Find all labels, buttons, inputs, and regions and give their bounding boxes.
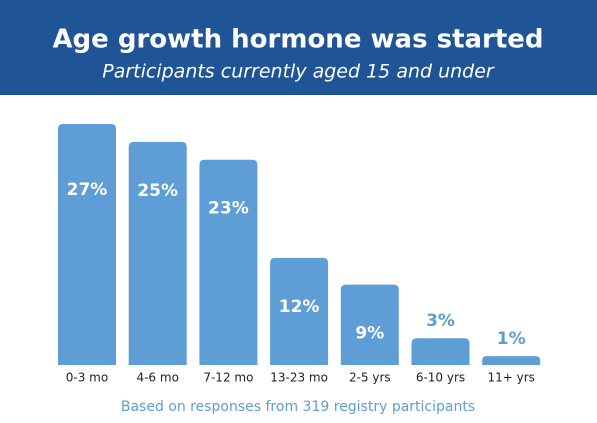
bar — [128, 141, 187, 365]
header-band — [0, 0, 597, 95]
x-tick-label: 11+ yrs — [487, 371, 534, 385]
chart-subtitle: Participants currently aged 15 and under — [102, 61, 495, 83]
bar — [58, 124, 116, 365]
value-label: 1% — [497, 329, 526, 349]
value-label: 12% — [279, 297, 320, 317]
x-tick-label: 13-23 mo — [270, 371, 328, 385]
x-tick-label: 6-10 yrs — [416, 371, 465, 385]
bar — [199, 159, 258, 365]
x-tick-label: 4-6 mo — [136, 371, 178, 385]
value-label: 23% — [208, 199, 249, 219]
value-label: 3% — [426, 311, 455, 331]
bar — [411, 338, 470, 365]
bar — [482, 356, 541, 365]
footnote: Based on responses from 319 registry par… — [121, 399, 475, 415]
value-label: 25% — [137, 181, 178, 201]
bar — [340, 284, 399, 365]
x-tick-label: 7-12 mo — [203, 371, 253, 385]
value-label: 27% — [67, 180, 108, 200]
chart-title: Age growth hormone was started — [52, 25, 543, 55]
value-label: 9% — [355, 324, 384, 344]
x-tick-label: 0-3 mo — [66, 371, 108, 385]
bar — [270, 257, 329, 365]
x-tick-label: 2-5 yrs — [349, 371, 391, 385]
